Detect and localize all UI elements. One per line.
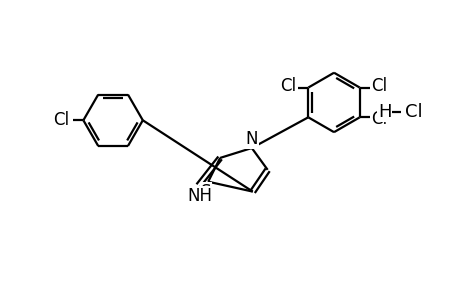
- Text: Cl: Cl: [371, 76, 387, 94]
- Text: Cl: Cl: [404, 103, 422, 122]
- Text: Cl: Cl: [53, 111, 69, 129]
- Text: Cl: Cl: [371, 110, 387, 128]
- Text: Cl: Cl: [280, 76, 296, 94]
- Text: NH: NH: [187, 187, 213, 205]
- Text: H: H: [377, 103, 391, 122]
- Text: S: S: [201, 183, 211, 201]
- Text: N: N: [245, 130, 257, 148]
